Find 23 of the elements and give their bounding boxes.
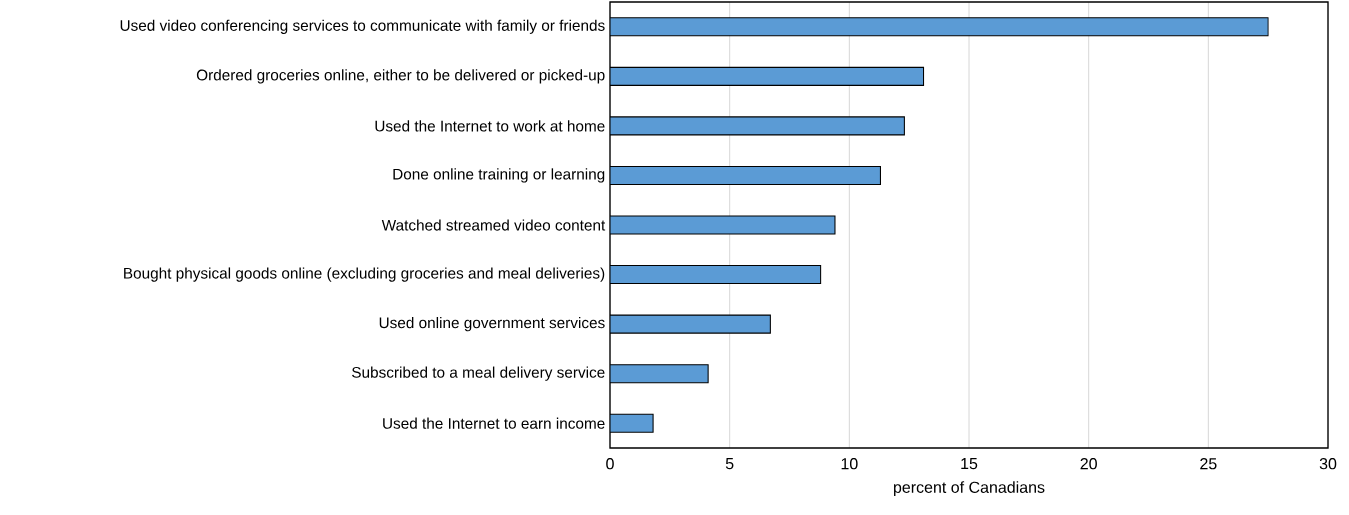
y-tick-label: Used online government services (379, 316, 605, 332)
x-tick-label: 5 (725, 458, 734, 470)
x-tick-label: 10 (841, 458, 858, 470)
y-tick-label: Ordered groceries online, either to be delivered or picked-up (196, 69, 605, 84)
y-tick-label: Subscribed to a meal delivery service (352, 366, 605, 381)
y-tick-label: Used the Internet to work at home (375, 120, 605, 132)
x-tick-label: 15 (961, 458, 978, 470)
x-tick-label: 0 (606, 458, 614, 470)
bar (610, 413, 654, 433)
x-tick-label: 25 (1200, 458, 1217, 470)
bar (610, 265, 822, 285)
y-tick-label: Used the Internet to earn income (383, 417, 605, 429)
y-tick-label: Bought physical goods online (excluding groceries and meal deliveries) (124, 267, 605, 282)
bar (610, 364, 709, 384)
y-tick-label: Watched streamed video content (381, 219, 606, 231)
bar (610, 17, 1269, 37)
bar (610, 165, 881, 185)
x-axis-title: percent of Canadians (893, 481, 1045, 497)
x-tick-label: 20 (1080, 458, 1097, 470)
y-tick-label: Used video conferencing services to communicate with family or friends (120, 19, 605, 34)
bar (610, 66, 925, 86)
y-tick-label: Done online training or learning (393, 168, 605, 183)
x-tick-label: 30 (1319, 458, 1337, 470)
